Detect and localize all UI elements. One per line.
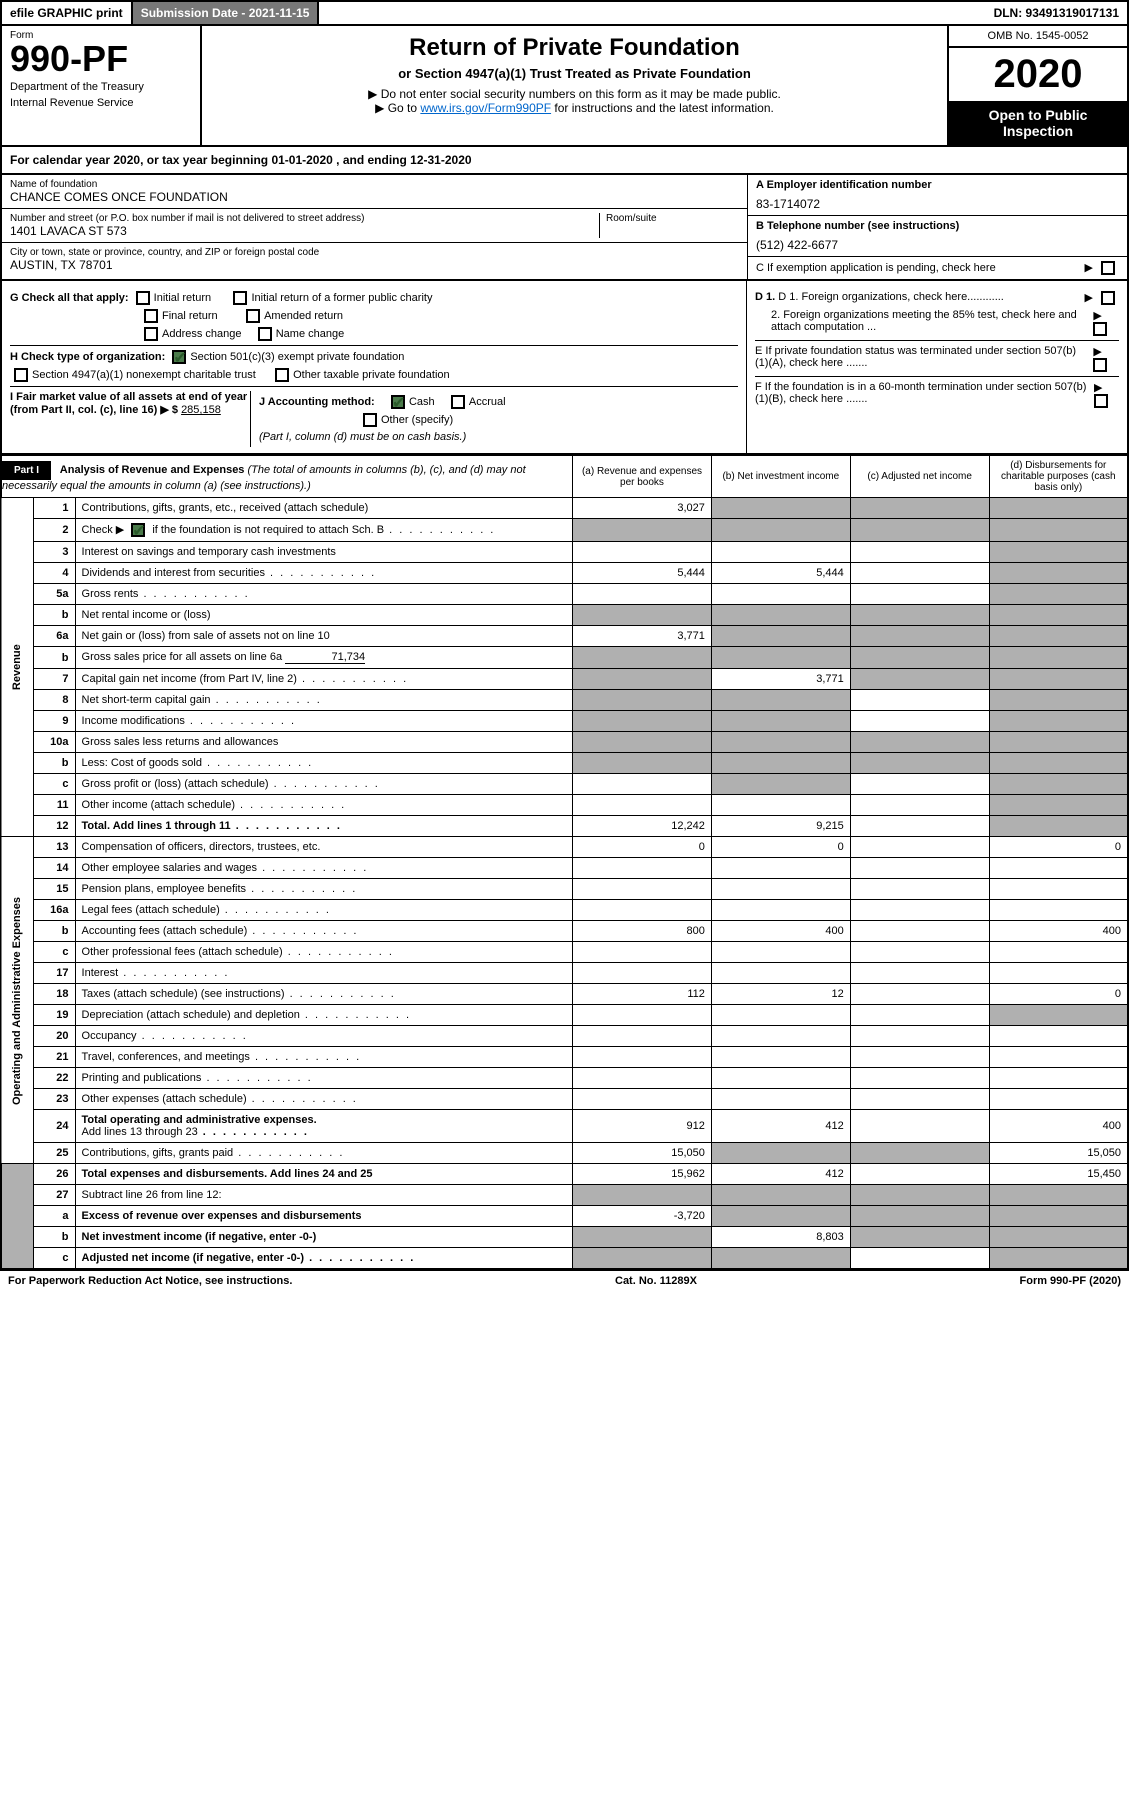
cash-checkbox[interactable] — [391, 395, 405, 409]
tel-value: (512) 422-6677 — [756, 238, 1119, 252]
final-return-checkbox[interactable] — [144, 309, 158, 323]
e-label: E If private foundation status was termi… — [755, 345, 1089, 372]
exemption-pending-label: C If exemption application is pending, c… — [756, 262, 996, 274]
col-a-header: (a) Revenue and expenses per books — [573, 456, 712, 498]
calendar-year-line: For calendar year 2020, or tax year begi… — [0, 147, 1129, 175]
expenses-side-label: Operating and Administrative Expenses — [1, 837, 33, 1164]
check-section: G Check all that apply: Initial return I… — [0, 281, 1129, 455]
tel-label: B Telephone number (see instructions) — [756, 220, 1119, 232]
instr-link-line: ▶ Go to www.irs.gov/Form990PF for instru… — [210, 101, 939, 115]
j-note: (Part I, column (d) must be on cash basi… — [259, 431, 738, 443]
d2-label: 2. Foreign organizations meeting the 85%… — [771, 309, 1089, 336]
name-change-checkbox[interactable] — [258, 327, 272, 341]
dln-number: DLN: 93491319017131 — [986, 2, 1127, 24]
name-label: Name of foundation — [10, 179, 739, 190]
section-501c3-checkbox[interactable] — [172, 350, 186, 364]
form-subtitle: or Section 4947(a)(1) Trust Treated as P… — [210, 66, 939, 81]
paperwork-notice: For Paperwork Reduction Act Notice, see … — [8, 1275, 292, 1287]
foundation-info: Name of foundation CHANCE COMES ONCE FOU… — [0, 175, 1129, 281]
addr-label: Number and street (or P.O. box number if… — [10, 213, 599, 224]
col-d-header: (d) Disbursements for charitable purpose… — [989, 456, 1128, 498]
submission-date: Submission Date - 2021-11-15 — [133, 2, 320, 24]
form-number: 990-PF — [10, 41, 192, 77]
revenue-side-label: Revenue — [1, 498, 33, 837]
initial-former-checkbox[interactable] — [233, 291, 247, 305]
part1-table: Part I Analysis of Revenue and Expenses … — [0, 455, 1129, 1270]
form990pf-link[interactable]: www.irs.gov/Form990PF — [420, 101, 551, 115]
foreign-85-checkbox[interactable] — [1093, 322, 1107, 336]
efile-label[interactable]: efile GRAPHIC print — [2, 2, 133, 24]
foundation-name: CHANCE COMES ONCE FOUNDATION — [10, 190, 739, 204]
form-year-block: OMB No. 1545-0052 2020 Open to Public In… — [947, 26, 1127, 145]
accrual-checkbox[interactable] — [451, 395, 465, 409]
f-label: F If the foundation is in a 60-month ter… — [755, 381, 1090, 408]
row-2-desc: Check ▶ if the foundation is not require… — [75, 519, 573, 542]
initial-return-checkbox[interactable] — [136, 291, 150, 305]
other-method-checkbox[interactable] — [363, 413, 377, 427]
fmv-value: 285,158 — [181, 404, 221, 416]
dept-irs: Internal Revenue Service — [10, 97, 192, 109]
amended-return-checkbox[interactable] — [246, 309, 260, 323]
row-1-desc: Contributions, gifts, grants, etc., rece… — [75, 498, 573, 519]
other-taxable-checkbox[interactable] — [275, 368, 289, 382]
page-footer: For Paperwork Reduction Act Notice, see … — [0, 1270, 1129, 1291]
form-title-block: Return of Private Foundation or Section … — [202, 26, 947, 145]
section-4947-checkbox[interactable] — [14, 368, 28, 382]
form-ref: Form 990-PF (2020) — [1020, 1275, 1121, 1287]
col-c-header: (c) Adjusted net income — [850, 456, 989, 498]
ein-value: 83-1714072 — [756, 197, 1119, 211]
d1-label: D 1. Foreign organizations, check here..… — [778, 291, 1004, 303]
col-b-header: (b) Net investment income — [711, 456, 850, 498]
address-change-checkbox[interactable] — [144, 327, 158, 341]
city-label: City or town, state or province, country… — [10, 247, 739, 258]
tax-year: 2020 — [949, 48, 1127, 101]
ein-label: A Employer identification number — [756, 179, 1119, 191]
form-header: Form 990-PF Department of the Treasury I… — [0, 26, 1129, 147]
exemption-checkbox[interactable] — [1101, 261, 1115, 275]
omb-number: OMB No. 1545-0052 — [949, 26, 1127, 48]
g-label: G Check all that apply: — [10, 292, 129, 304]
city-state-zip: AUSTIN, TX 78701 — [10, 258, 739, 272]
60-month-checkbox[interactable] — [1094, 394, 1108, 408]
h-label: H Check type of organization: — [10, 351, 165, 363]
status-terminated-checkbox[interactable] — [1093, 358, 1107, 372]
open-public-label: Open to Public Inspection — [949, 101, 1127, 145]
form-title: Return of Private Foundation — [210, 34, 939, 62]
j-label: J Accounting method: — [259, 396, 375, 408]
cat-number: Cat. No. 11289X — [615, 1275, 697, 1287]
instr-ssn: ▶ Do not enter social security numbers o… — [210, 87, 939, 101]
foreign-org-checkbox[interactable] — [1101, 291, 1115, 305]
room-label: Room/suite — [606, 213, 739, 224]
top-bar: efile GRAPHIC print Submission Date - 20… — [0, 0, 1129, 26]
dept-treasury: Department of the Treasury — [10, 81, 192, 93]
street-address: 1401 LAVACA ST 573 — [10, 224, 599, 238]
sch-b-checkbox[interactable] — [131, 523, 145, 537]
form-id-block: Form 990-PF Department of the Treasury I… — [2, 26, 202, 145]
